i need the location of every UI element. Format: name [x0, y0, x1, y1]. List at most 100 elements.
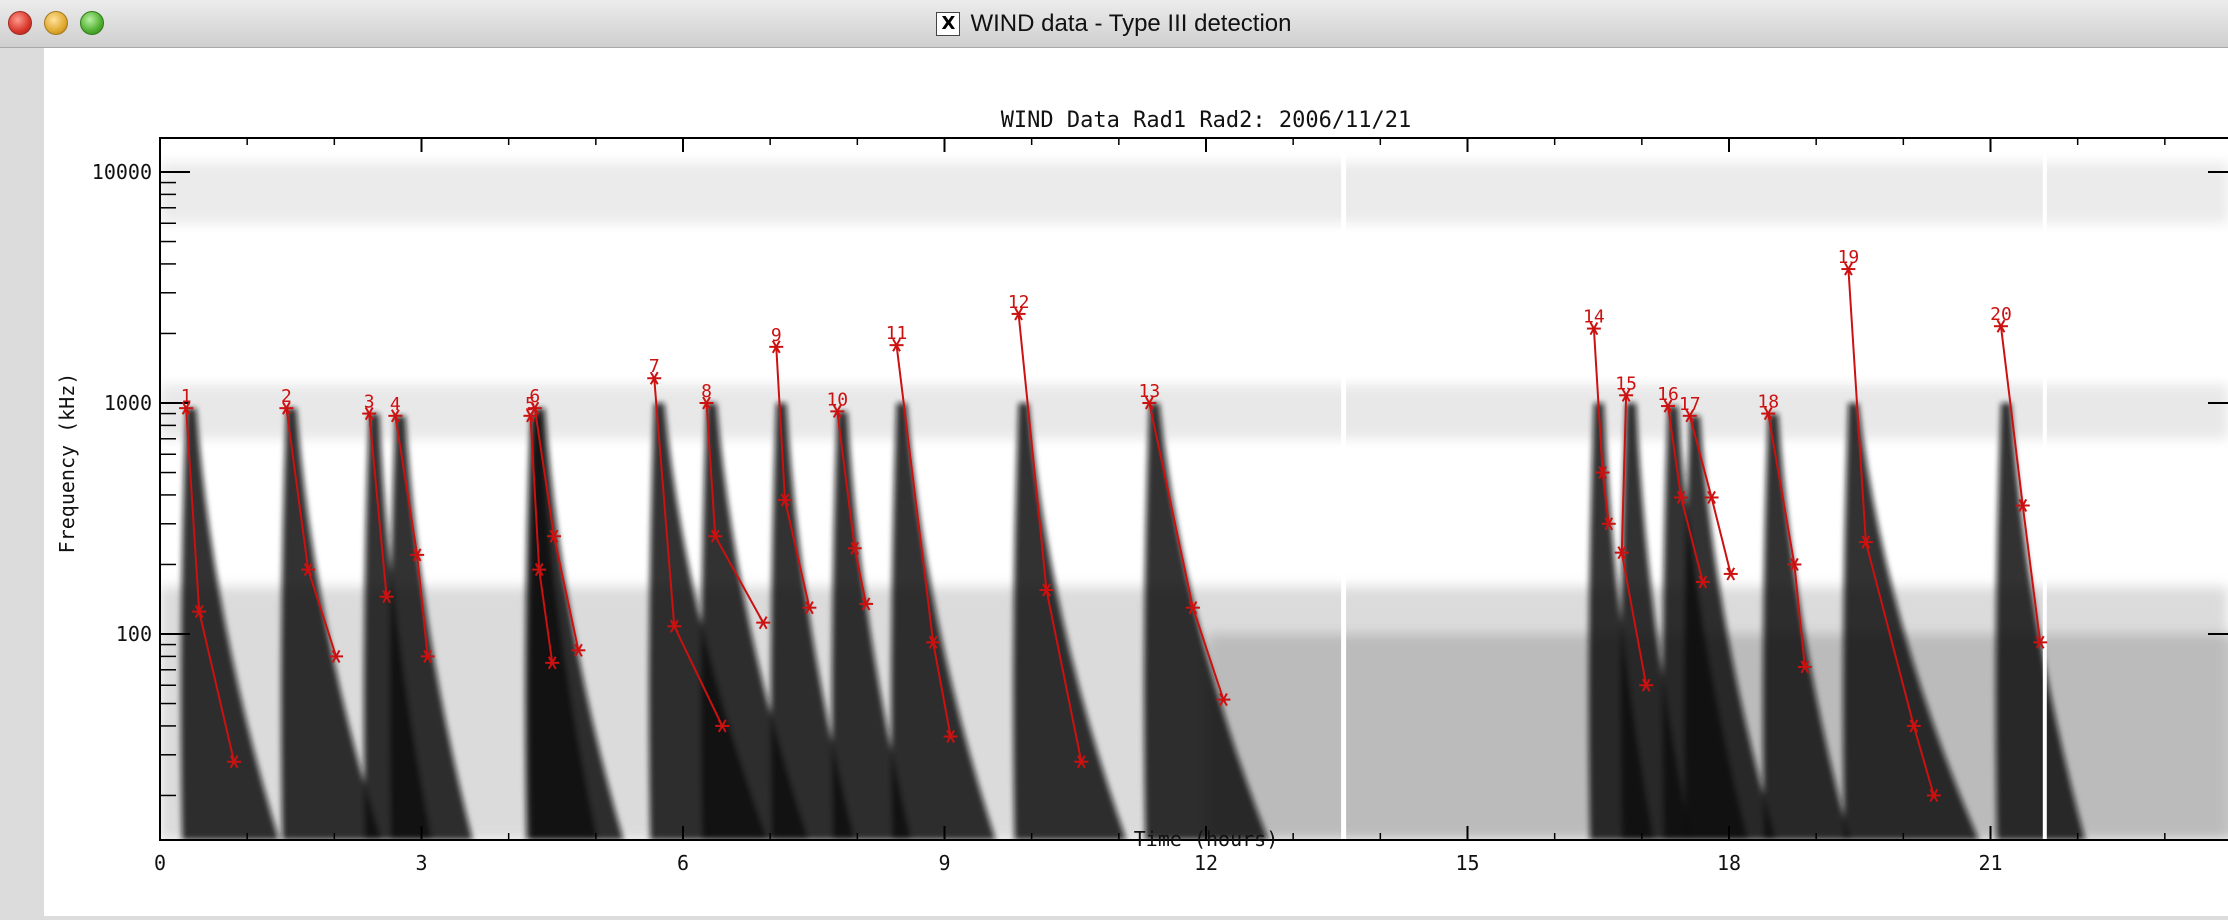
- burst-label: 2: [281, 386, 292, 407]
- burst-point: [1787, 557, 1802, 572]
- burst-point: [1660, 399, 1675, 413]
- burst-label: 17: [1679, 394, 1701, 415]
- burst-track-16: 16: [1657, 384, 1710, 589]
- burst-track-19: 19: [1838, 247, 1941, 803]
- minimize-button[interactable]: [44, 11, 68, 35]
- burst-point: [1906, 719, 1921, 733]
- burst-point: [1682, 409, 1697, 423]
- title-group: X WIND data - Type III detection: [0, 0, 2228, 48]
- burst-label: 15: [1615, 373, 1637, 394]
- y-tick-label: 1000: [104, 391, 152, 415]
- burst-label: 20: [1990, 304, 2012, 325]
- burst-point: [545, 656, 560, 670]
- x-tick-label: 18: [1717, 851, 1741, 875]
- burst-point: [1614, 546, 1629, 560]
- burst-point: [859, 597, 874, 611]
- burst-track-3: 3: [362, 392, 394, 604]
- burst-track-9: 9: [769, 325, 817, 615]
- burst-label: 6: [529, 386, 540, 407]
- burst-point: [227, 755, 242, 769]
- window-content: WIND Data Rad1 Rad2: 2006/11/21 0 3 6 9 12 15…: [44, 48, 2228, 916]
- burst-point: [2015, 498, 2030, 513]
- burst-line: [368, 413, 388, 597]
- title-bar[interactable]: X WIND data - Type III detection: [0, 0, 2228, 48]
- burst-label: 13: [1138, 381, 1160, 402]
- burst-label: 4: [390, 394, 401, 415]
- x-axis-label: Time (hours): [1134, 827, 1279, 851]
- close-button[interactable]: [8, 11, 32, 35]
- burst-point: [329, 649, 344, 663]
- burst-point: [756, 616, 771, 630]
- burst-point: [1695, 575, 1710, 589]
- dynamic-spectrum: [160, 138, 2228, 840]
- burst-label: 12: [1008, 292, 1030, 313]
- plot-frame: [159, 137, 2228, 841]
- burst-point: [847, 541, 862, 555]
- burst-point: [769, 340, 784, 354]
- burst-point: [1797, 660, 1812, 674]
- x11-icon: X: [936, 12, 961, 36]
- x-tick-label: 0: [154, 851, 166, 875]
- burst-label: 7: [649, 356, 660, 377]
- burst-point: [1704, 490, 1719, 505]
- burst-point: [830, 404, 845, 418]
- y-tick-label: 100: [116, 622, 152, 646]
- burst-point: [1586, 322, 1601, 336]
- burst-point: [1185, 601, 1200, 615]
- burst-point: [546, 529, 561, 543]
- burst-point: [1674, 490, 1689, 505]
- burst-point: [1723, 567, 1738, 581]
- burst-track-4: 4: [388, 394, 435, 663]
- burst-point: [1595, 465, 1610, 480]
- burst-point: [410, 548, 425, 562]
- burst-label: 1: [181, 386, 192, 407]
- burst-track-12: 12: [1008, 292, 1089, 769]
- burst-point: [889, 338, 904, 352]
- burst-track-17: 17: [1679, 394, 1738, 581]
- burst-point: [1926, 788, 1941, 803]
- spectrogram-chart: WIND Data Rad1 Rad2: 2006/11/21 0 3 6 9 12 15…: [55, 108, 2228, 875]
- burst-point: [532, 563, 547, 577]
- burst-track-11: 11: [886, 323, 958, 744]
- x-tick-label: 21: [1978, 851, 2002, 875]
- window-title: WIND data - Type III detection: [970, 10, 1292, 37]
- zoom-button[interactable]: [80, 11, 104, 35]
- burst-label: 14: [1583, 307, 1605, 328]
- burst-label: 18: [1757, 392, 1779, 413]
- burst-point: [1011, 307, 1026, 321]
- x-tick-label: 9: [938, 851, 950, 875]
- burst-point: [179, 401, 194, 415]
- burst-point: [388, 409, 403, 423]
- x-tick-label: 6: [677, 851, 689, 875]
- burst-track-18: 18: [1757, 392, 1812, 674]
- burst-point: [279, 401, 294, 415]
- chart-title: WIND Data Rad1 Rad2: 2006/11/21: [1001, 108, 1412, 133]
- burst-point: [379, 590, 394, 604]
- burst-point: [699, 396, 714, 410]
- burst-track-8: 8: [699, 381, 771, 630]
- burst-point: [667, 619, 682, 633]
- burst-point: [715, 719, 730, 733]
- burst-point: [1039, 583, 1054, 597]
- burst-track-20: 20: [1990, 304, 2048, 649]
- burst-line: [1847, 269, 1935, 796]
- burst-track-6: 6: [527, 386, 586, 657]
- burst-point: [943, 729, 958, 744]
- burst-label: 9: [771, 325, 782, 346]
- burst-track-1: 1: [179, 386, 242, 769]
- x-tick-label: 3: [415, 851, 427, 875]
- y-tick-label: 10000: [92, 160, 152, 184]
- burst-label: 8: [701, 381, 712, 402]
- burst-track-7: 7: [647, 356, 730, 733]
- burst-track-10: 10: [826, 389, 874, 611]
- burst-point: [301, 563, 316, 577]
- burst-emission: [180, 403, 2086, 840]
- burst-label: 19: [1838, 247, 1860, 268]
- burst-point: [1841, 262, 1856, 276]
- burst-point: [1858, 535, 1873, 549]
- burst-point: [362, 407, 377, 421]
- burst-point: [2033, 635, 2048, 649]
- burst-label: 16: [1657, 384, 1679, 405]
- burst-point: [527, 401, 542, 415]
